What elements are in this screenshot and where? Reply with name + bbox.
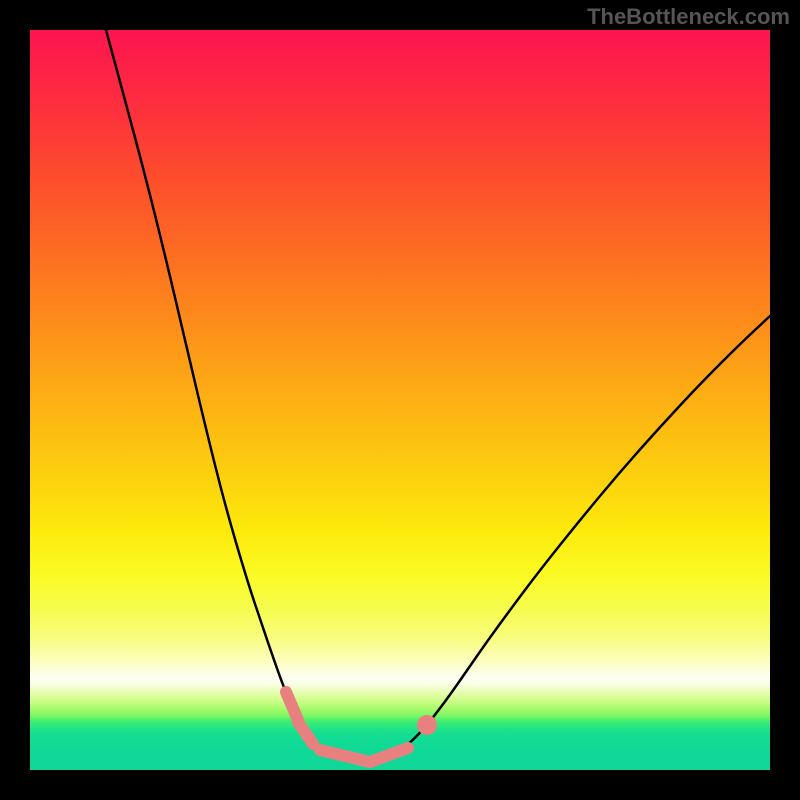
bottleneck-chart [0,0,800,800]
chart-container: TheBottleneck.com [0,0,800,800]
watermark-text: TheBottleneck.com [587,4,790,30]
